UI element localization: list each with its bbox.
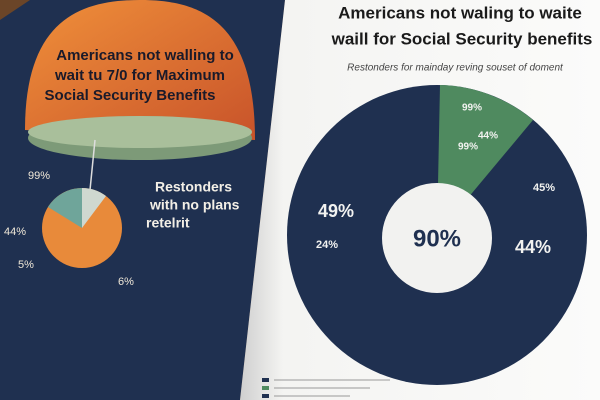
- callout: retelrit: [146, 215, 190, 231]
- donut-label: 45%: [533, 182, 555, 194]
- small-pie-slice: [82, 188, 106, 228]
- callout: Restonders: [155, 179, 232, 195]
- left-title: Social Security Benefits: [45, 87, 216, 104]
- left-title: wait tu 7/0 for Maximum: [54, 67, 225, 84]
- pie-label: 44%: [4, 226, 26, 238]
- donut-label: 99%: [458, 142, 478, 153]
- legend-swatch: [262, 386, 269, 390]
- dome-top: [28, 116, 252, 148]
- donut-label: 44%: [478, 131, 498, 142]
- pointer: [89, 139, 96, 191]
- donut-label: 99%: [462, 103, 482, 114]
- center-label: 90%: [413, 225, 461, 252]
- legend-swatch: [262, 394, 269, 398]
- legend: [262, 378, 390, 398]
- donut-hole: [382, 183, 492, 293]
- pie-label: 99%: [28, 170, 50, 182]
- donut-label: 24%: [316, 239, 338, 251]
- right-title: Americans not waling to waite: [338, 3, 582, 22]
- donut-label: 49%: [318, 201, 354, 221]
- right-title: waill for Social Security benefits: [331, 29, 593, 48]
- pie-label: 6%: [118, 276, 134, 288]
- small-pie-slice: [48, 188, 82, 228]
- donut-label: 44%: [515, 237, 551, 257]
- subtitle: Restonders for mainday reving souset of …: [347, 63, 564, 74]
- pie-label: 5%: [18, 259, 34, 271]
- legend-swatch: [262, 378, 269, 382]
- left-title: Americans not walling to: [56, 47, 234, 64]
- dome: [25, 0, 255, 140]
- callout: with no plans: [149, 197, 240, 213]
